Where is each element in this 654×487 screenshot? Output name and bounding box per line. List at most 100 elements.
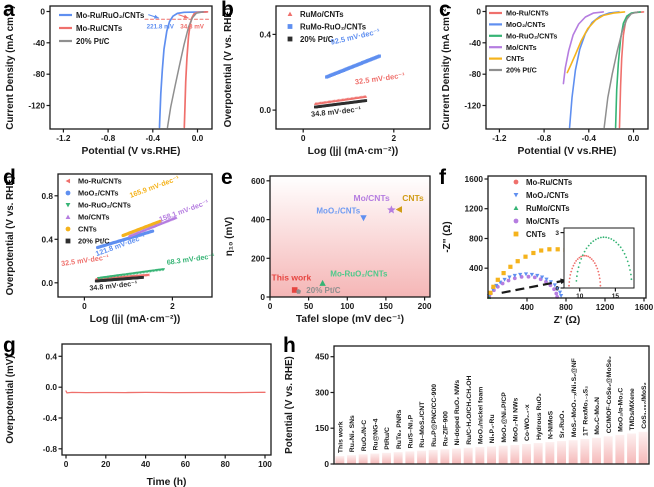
svg-text:165.9 mV·dec⁻¹: 165.9 mV·dec⁻¹: [128, 173, 181, 199]
svg-text:0: 0: [268, 301, 273, 311]
svg-text:60: 60: [181, 459, 191, 469]
svg-text:MoS₂-MoO₃₋ₓ/Ni₃S₂@NF: MoS₂-MoO₃₋ₓ/Ni₃S₂@NF: [571, 358, 578, 437]
svg-text:Ru@NG-4: Ru@NG-4: [372, 418, 379, 450]
svg-text:800: 800: [469, 234, 483, 244]
svg-text:Ru₂P@PNC/CC-900: Ru₂P@PNC/CC-900: [431, 384, 438, 447]
svg-text:Ru₂Ni₂ SNs: Ru₂Ni₂ SNs: [349, 415, 356, 452]
svg-text:Ru/C-H₂O/CH₃CH₂OH: Ru/C-H₂O/CH₃CH₂OH: [466, 375, 473, 444]
svg-text:Mo₂C-Mo₂N: Mo₂C-Mo₂N: [594, 397, 601, 435]
chart-c-lsv: -1.2 -0.8 -0.4 0.0 0 -40 -80 -120 Potential (V v…: [436, 0, 654, 173]
svg-text:CNTs: CNTs: [526, 230, 546, 239]
svg-text:0: 0: [260, 292, 265, 302]
svg-text:221.8 mV: 221.8 mV: [147, 24, 175, 31]
panel-h-literature-comparison: h This work Ru₂Ni₂ SNs RuO₂/N-C Ru@NG-4 PtRu…: [280, 334, 654, 487]
svg-text:PtRu/C: PtRu/C: [384, 427, 391, 450]
svg-text:150: 150: [379, 301, 393, 311]
svg-text:800: 800: [559, 302, 573, 312]
svg-text:Overpotential (mV): Overpotential (mV): [5, 355, 16, 443]
svg-text:400: 400: [520, 302, 534, 312]
svg-text:MoO₂-Ni NWs: MoO₂-Ni NWs: [512, 398, 519, 442]
svg-text:Potential (V vs.RHE): Potential (V vs.RHE): [82, 146, 181, 157]
svg-text:Mo-RuO₂/CNTs: Mo-RuO₂/CNTs: [506, 31, 557, 40]
panel-g-stability: g 0 20 40 60 80 100 0.4 0.0 -0.4 -0.8 Time (h) Over…: [0, 334, 280, 487]
chart-f-eis: 400 800 1200 1600 400 800 1200 1600 Z' (Ω) -Z'' (…: [436, 168, 654, 341]
svg-text:400: 400: [251, 215, 265, 225]
svg-text:Hydrous RuO₂: Hydrous RuO₂: [536, 393, 543, 440]
panel-b-tafel: b 0 2 0.0 0.4 Log (|j| (mA·cm⁻²)) Overpotenti…: [218, 0, 436, 168]
svg-text:η₁₀ (mV): η₁₀ (mV): [224, 217, 235, 256]
svg-text:Mo/CNTs: Mo/CNTs: [78, 213, 109, 222]
svg-text:-0.4: -0.4: [43, 413, 58, 423]
svg-text:0: 0: [64, 459, 69, 469]
svg-text:68.3 mV·dec⁻¹: 68.3 mV·dec⁻¹: [166, 251, 216, 267]
svg-text:0.0: 0.0: [259, 105, 271, 115]
svg-text:MoO₂/CNTs: MoO₂/CNTs: [506, 20, 545, 29]
chart-b-tafel: 0 2 0.0 0.4 Log (|j| (mA·cm⁻²)) Overpotential…: [218, 0, 436, 173]
chart-h-bars: This work Ru₂Ni₂ SNs RuO₂/N-C Ru@NG-4 PtRu/C…: [280, 336, 654, 487]
svg-text:Overpotential (V vs. RHE): Overpotential (V vs. RHE): [5, 176, 16, 296]
panel-f-nyquist: f 400 800 1200 1600 400 800 1200 1600 Z' (Ω) -Z''…: [436, 166, 654, 336]
svg-text:-80: -80: [469, 69, 481, 79]
svg-text:N-NiMoS: N-NiMoS: [547, 410, 554, 439]
svg-text:Mo/CNTs: Mo/CNTs: [354, 193, 390, 203]
svg-text:0.4: 0.4: [259, 29, 271, 39]
panel-letter-b: b: [221, 0, 234, 21]
svg-text:15: 15: [612, 293, 620, 300]
svg-text:CC/MOF-CoSe₂@MoSe₂: CC/MOF-CoSe₂@MoSe₂: [606, 356, 613, 433]
svg-text:1200: 1200: [596, 302, 615, 312]
svg-text:Mo-RuO₂/CNTs: Mo-RuO₂/CNTs: [78, 201, 131, 210]
svg-text:Tafel slope (mV dec⁻¹): Tafel slope (mV dec⁻¹): [296, 313, 404, 325]
svg-text:0.0: 0.0: [192, 133, 204, 143]
svg-text:MoO₂/CNTs: MoO₂/CNTs: [316, 206, 360, 215]
svg-text:100: 100: [258, 459, 272, 469]
chart-a-lsv: -1.2 -0.8 -0.4 0.0 0 -40 -80 -120 Potential (V v…: [0, 0, 218, 173]
panel-e-eta-vs-tafel: e 0 50 100 150 200 0 200 400 600 Tafel slope (mV …: [218, 166, 436, 336]
panel-letter-c: c: [439, 0, 451, 21]
svg-text:-1.2: -1.2: [492, 133, 507, 143]
svg-text:Sr₂RuO₄: Sr₂RuO₄: [559, 410, 566, 438]
svg-text:-Z'' (Ω): -Z'' (Ω): [442, 221, 453, 252]
svg-text:Mo-Ru/CNTs: Mo-Ru/CNTs: [506, 9, 549, 18]
svg-text:2: 2: [170, 301, 175, 311]
svg-text:MoO₂/CNTs: MoO₂/CNTs: [78, 189, 119, 198]
svg-text:Ru-ZIF-900: Ru-ZIF-900: [442, 411, 449, 446]
svg-text:Overpotential (V vs. RHE): Overpotential (V vs. RHE): [223, 8, 234, 128]
svg-text:200: 200: [418, 301, 432, 311]
svg-text:Potential (V vs. RHE): Potential (V vs. RHE): [284, 356, 295, 454]
svg-text:Mo-Ru/CNTs: Mo-Ru/CNTs: [78, 177, 122, 186]
svg-text:300: 300: [315, 388, 329, 398]
svg-text:-40: -40: [33, 38, 45, 48]
panel-letter-d: d: [3, 166, 16, 189]
svg-text:RuMo/CNTs: RuMo/CNTs: [526, 204, 570, 213]
svg-text:Mo-Ru/CNTs: Mo-Ru/CNTs: [526, 178, 573, 187]
svg-text:3: 3: [555, 230, 559, 237]
svg-text:Ni-doped RuO₂ NWs: Ni-doped RuO₂ NWs: [454, 380, 461, 446]
panel-c-lsv-all: c -1.2 -0.8 -0.4 0.0 0 -40 -80 -120 Potential (V…: [436, 0, 654, 168]
svg-text:RuMo/CNTs: RuMo/CNTs: [300, 10, 344, 19]
svg-text:2: 2: [391, 133, 396, 143]
panel-letter-f: f: [439, 166, 446, 189]
panel-a-lsv-comparison: a -1.2 -0.8 -0.4 0.0 0 -40 -80 -120 Potential (V…: [0, 0, 218, 168]
svg-text:-120: -120: [464, 101, 481, 111]
svg-text:20% Pt/C: 20% Pt/C: [306, 286, 340, 295]
svg-text:32.5 mV·dec⁻¹: 32.5 mV·dec⁻¹: [354, 71, 405, 87]
panel-letter-h: h: [283, 334, 296, 357]
svg-text:Current Density (mA cm⁻²): Current Density (mA cm⁻²): [5, 5, 16, 129]
svg-text:Potential (V vs.RHE): Potential (V vs.RHE): [518, 146, 617, 157]
svg-text:-0.8: -0.8: [537, 133, 552, 143]
svg-text:CNTs: CNTs: [402, 193, 424, 203]
svg-text:32.5 mV·dec⁻¹: 32.5 mV·dec⁻¹: [61, 252, 111, 268]
svg-text:400: 400: [469, 263, 483, 273]
svg-text:TMDs/MXene: TMDs/MXene: [629, 388, 636, 431]
svg-text:158.1 mV·dec⁻¹: 158.1 mV·dec⁻¹: [158, 197, 211, 223]
svg-text:MoO₂/α-Mo₂C: MoO₂/α-Mo₂C: [617, 388, 624, 432]
svg-text:Mo/CNTs: Mo/CNTs: [506, 43, 537, 52]
svg-text:1T' RexMo₁₋ₓS₂: 1T' RexMo₁₋ₓS₂: [582, 386, 589, 436]
svg-text:Ru–MoS₂/CNT: Ru–MoS₂/CNT: [419, 401, 426, 448]
svg-text:20% Pt/C: 20% Pt/C: [506, 66, 537, 75]
svg-text:-1.2: -1.2: [56, 133, 71, 143]
svg-text:1200: 1200: [465, 204, 484, 214]
svg-text:Co-WO₂.₇-x: Co-WO₂.₇-x: [524, 404, 531, 441]
svg-text:-0.8: -0.8: [43, 444, 58, 454]
